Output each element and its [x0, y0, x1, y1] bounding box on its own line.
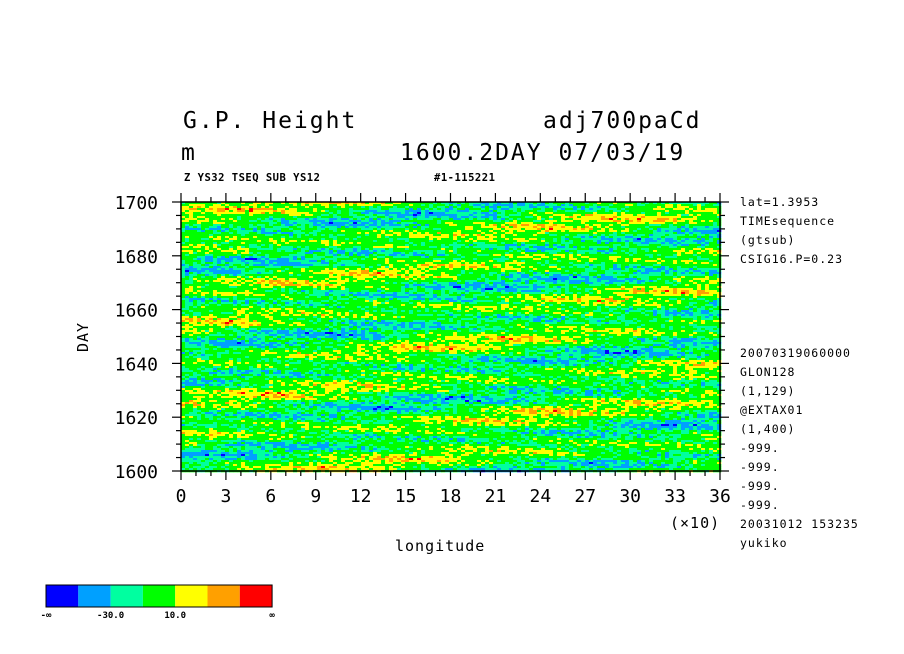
y-tick-label: 1660: [115, 301, 158, 322]
x-tick-labels: 0 3 6 9 12 15 18 21 24 27 30 33 36: [176, 486, 731, 507]
y-tick-label: 1680: [115, 247, 158, 268]
x-tick-label: 18: [440, 486, 462, 507]
colorbar-swatch: [111, 585, 143, 607]
colorbar-swatch: [78, 585, 110, 607]
x-tick-label: 30: [619, 486, 641, 507]
y-tick-label: 1600: [115, 462, 158, 483]
x-tick-label: 21: [485, 486, 507, 507]
colorbar-label: -30.0: [97, 611, 124, 621]
x-tick-label: 33: [664, 486, 686, 507]
x-tick-label: 36: [709, 486, 731, 507]
colorbar-label: ∞: [269, 611, 275, 621]
colorbar: -∞ -30.0 10.0 ∞: [41, 585, 276, 621]
colorbar-swatch: [46, 585, 78, 607]
colorbar-swatch: [208, 585, 240, 607]
heatmap-field: [181, 202, 721, 472]
x-tick-label: 9: [310, 486, 321, 507]
x-tick-label: 24: [529, 486, 551, 507]
x-tick-label: 12: [350, 486, 372, 507]
x-tick-label: 3: [220, 486, 231, 507]
x-tick-label: 27: [574, 486, 596, 507]
colorbar-swatch: [240, 585, 272, 607]
colorbar-swatch: [175, 585, 207, 607]
colorbar-label: 10.0: [164, 611, 186, 621]
y-tick-labels: 1600 1620 1640 1660 1680 1700: [115, 193, 158, 483]
colorbar-label: -∞: [41, 611, 52, 621]
y-tick-label: 1700: [115, 193, 158, 214]
y-tick-label: 1620: [115, 408, 158, 429]
x-tick-label: 0: [176, 486, 187, 507]
y-tick-label: 1640: [115, 354, 158, 375]
x-tick-label: 6: [265, 486, 276, 507]
x-tick-label: 15: [395, 486, 417, 507]
colorbar-swatch: [143, 585, 175, 607]
